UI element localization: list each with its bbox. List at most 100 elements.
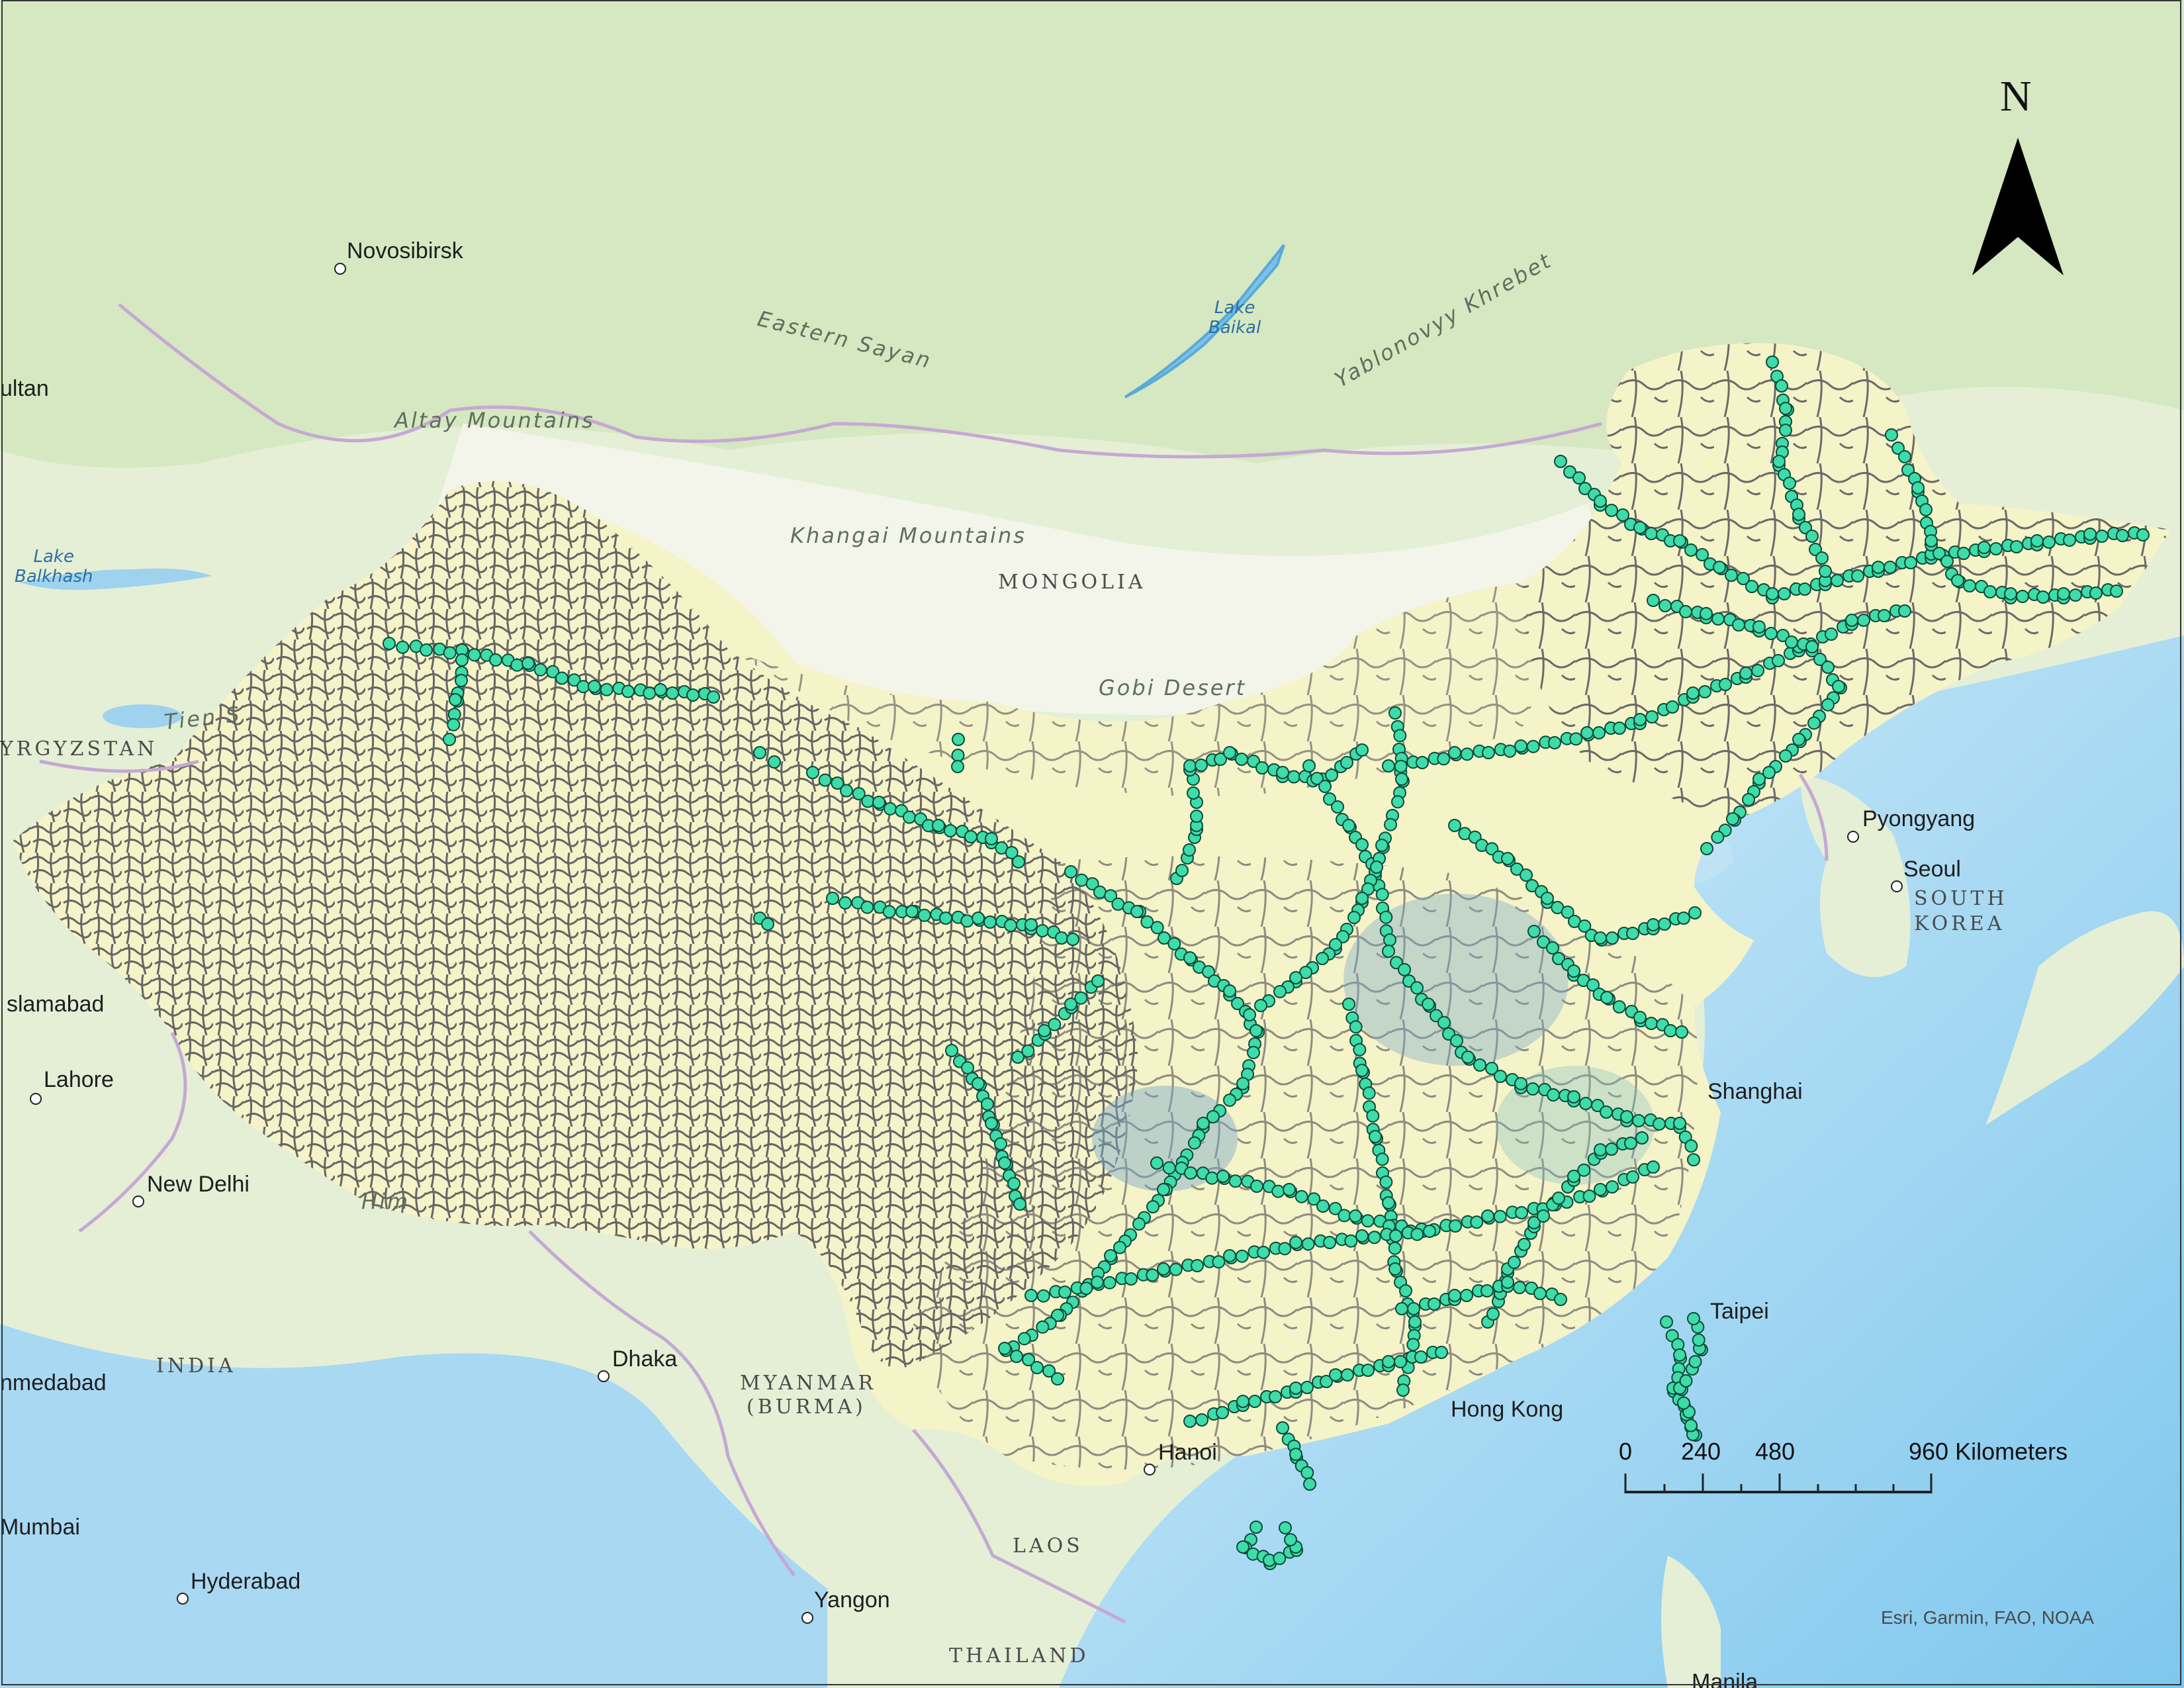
- gauge-station-point[interactable]: [1578, 482, 1592, 495]
- gauge-station-point[interactable]: [1567, 1090, 1580, 1103]
- gauge-station-point[interactable]: [1677, 912, 1690, 925]
- gauge-station-point[interactable]: [1276, 1421, 1289, 1434]
- gauge-station-point[interactable]: [1010, 1350, 1023, 1363]
- gauge-station-point[interactable]: [1124, 1272, 1138, 1286]
- gauge-station-point[interactable]: [1878, 609, 1891, 622]
- gauge-station-point[interactable]: [1361, 1364, 1375, 1377]
- gauge-station-point[interactable]: [1323, 1236, 1336, 1249]
- gauge-station-point[interactable]: [1688, 906, 1702, 919]
- gauge-station-point[interactable]: [1187, 1136, 1201, 1150]
- gauge-station-point[interactable]: [1485, 1062, 1498, 1075]
- gauge-station-point[interactable]: [1355, 1064, 1369, 1077]
- gauge-station-point[interactable]: [1197, 1117, 1210, 1130]
- gauge-station-point[interactable]: [1394, 759, 1408, 773]
- gauge-station-point[interactable]: [555, 671, 569, 685]
- gauge-station-point[interactable]: [1461, 1051, 1475, 1064]
- gauge-station-point[interactable]: [1460, 747, 1474, 761]
- gauge-station-point[interactable]: [983, 915, 997, 929]
- gauge-station-point[interactable]: [1737, 572, 1750, 585]
- gauge-station-point[interactable]: [1687, 1312, 1700, 1325]
- gauge-station-point[interactable]: [1150, 921, 1164, 935]
- gauge-station-point[interactable]: [1775, 379, 1788, 393]
- gauge-station-point[interactable]: [1085, 877, 1099, 891]
- gauge-station-point[interactable]: [1323, 792, 1336, 806]
- gauge-station-point[interactable]: [2036, 590, 2050, 604]
- gauge-station-point[interactable]: [1554, 455, 1567, 468]
- gauge-station-point[interactable]: [1633, 1011, 1647, 1024]
- gauge-station-point[interactable]: [1205, 1171, 1219, 1185]
- gauge-station-point[interactable]: [1130, 905, 1144, 918]
- gauge-station-point[interactable]: [1250, 1180, 1263, 1193]
- gauge-station-point[interactable]: [1911, 481, 1925, 494]
- gauge-station-point[interactable]: [826, 892, 839, 905]
- gauge-station-point[interactable]: [1369, 1130, 1382, 1143]
- gauge-station-point[interactable]: [860, 900, 874, 914]
- gauge-station-point[interactable]: [1007, 1177, 1021, 1190]
- gauge-station-point[interactable]: [1216, 1170, 1230, 1183]
- gauge-station-point[interactable]: [621, 684, 635, 698]
- gauge-station-point[interactable]: [1563, 465, 1576, 479]
- gauge-station-point[interactable]: [1645, 1017, 1658, 1030]
- gauge-station-point[interactable]: [994, 1137, 1007, 1150]
- gauge-station-point[interactable]: [588, 680, 601, 693]
- gauge-station-point[interactable]: [1525, 879, 1539, 892]
- gauge-station-point[interactable]: [1983, 585, 1997, 598]
- gauge-station-point[interactable]: [903, 810, 916, 824]
- gauge-station-point[interactable]: [1711, 830, 1725, 844]
- gauge-station-point[interactable]: [1450, 1034, 1463, 1048]
- gauge-station-point[interactable]: [1633, 713, 1647, 726]
- gauge-station-point[interactable]: [1055, 931, 1068, 945]
- gauge-station-point[interactable]: [1074, 991, 1088, 1005]
- gauge-station-point[interactable]: [1325, 769, 1338, 782]
- gauge-station-point[interactable]: [1510, 863, 1524, 876]
- gauge-station-point[interactable]: [1024, 1289, 1038, 1302]
- gauge-station-point[interactable]: [1635, 1131, 1649, 1145]
- gauge-station-point[interactable]: [1236, 1077, 1250, 1090]
- gauge-station-point[interactable]: [1307, 1192, 1321, 1206]
- gauge-station-point[interactable]: [1605, 504, 1618, 517]
- gauge-station-point[interactable]: [1606, 931, 1619, 945]
- gauge-station-point[interactable]: [1316, 1199, 1330, 1213]
- gauge-station-point[interactable]: [1273, 985, 1287, 998]
- gauge-station-point[interactable]: [1645, 710, 1659, 724]
- gauge-station-point[interactable]: [1013, 1197, 1026, 1211]
- gauge-station-point[interactable]: [1175, 864, 1189, 877]
- gauge-station-point[interactable]: [1284, 1533, 1297, 1546]
- gauge-station-point[interactable]: [1659, 599, 1672, 612]
- gauge-station-point[interactable]: [1195, 759, 1208, 772]
- gauge-station-point[interactable]: [1113, 1241, 1126, 1254]
- gauge-station-point[interactable]: [1552, 952, 1565, 965]
- gauge-station-point[interactable]: [1257, 1246, 1270, 1259]
- gauge-station-point[interactable]: [1554, 1293, 1567, 1306]
- gauge-station-point[interactable]: [1494, 1070, 1507, 1083]
- gauge-station-point[interactable]: [666, 686, 679, 700]
- gauge-station-point[interactable]: [2030, 534, 2044, 547]
- gauge-station-point[interactable]: [839, 896, 852, 910]
- gauge-station-point[interactable]: [1437, 1015, 1451, 1029]
- gauge-station-point[interactable]: [2010, 540, 2023, 553]
- gauge-station-point[interactable]: [872, 796, 886, 809]
- gauge-station-point[interactable]: [1448, 1289, 1461, 1302]
- gauge-station-point[interactable]: [1140, 915, 1154, 929]
- gauge-station-point[interactable]: [1779, 749, 1792, 763]
- gauge-station-point[interactable]: [1250, 1024, 1263, 1037]
- gauge-station-point[interactable]: [1191, 1259, 1204, 1272]
- gauge-station-point[interactable]: [1783, 477, 1796, 490]
- gauge-station-point[interactable]: [1825, 628, 1838, 641]
- gauge-station-point[interactable]: [1798, 583, 1811, 596]
- gauge-station-point[interactable]: [1567, 964, 1580, 978]
- gauge-station-point[interactable]: [1616, 508, 1629, 522]
- gauge-station-point[interactable]: [643, 686, 657, 700]
- gauge-station-point[interactable]: [1577, 1163, 1591, 1177]
- gauge-station-point[interactable]: [1283, 1183, 1296, 1196]
- gauge-station-point[interactable]: [1329, 1368, 1342, 1382]
- gauge-station-point[interactable]: [1951, 574, 1964, 587]
- gauge-station-point[interactable]: [1287, 770, 1300, 784]
- gauge-station-point[interactable]: [1036, 1320, 1050, 1334]
- gauge-station-point[interactable]: [1150, 1156, 1163, 1170]
- gauge-station-point[interactable]: [1764, 627, 1778, 640]
- gauge-station-point[interactable]: [1250, 1521, 1263, 1534]
- gauge-station-point[interactable]: [961, 1061, 974, 1074]
- gauge-station-point[interactable]: [1591, 1099, 1604, 1112]
- gauge-station-point[interactable]: [1537, 1209, 1550, 1223]
